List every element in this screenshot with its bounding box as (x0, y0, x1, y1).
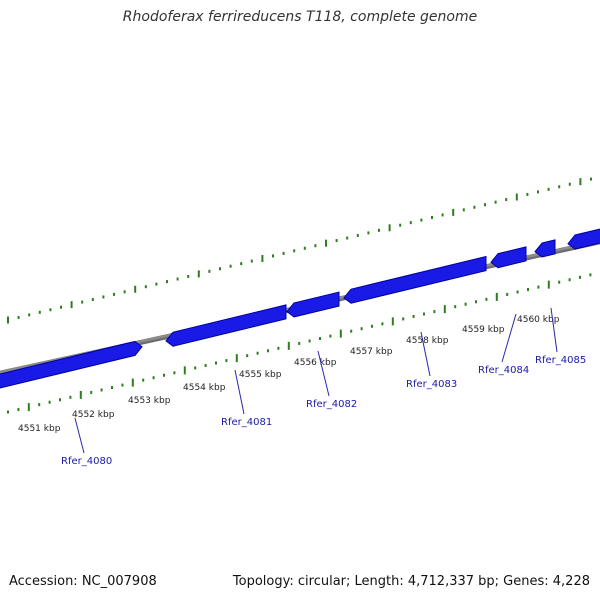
gene-arrow (286, 291, 340, 318)
gene-arrow (0, 340, 143, 389)
scale-label: 4559 kbp (462, 325, 505, 335)
gene-label: Rfer_4080 (61, 456, 112, 467)
gene-label: Rfer_4084 (478, 365, 529, 376)
genome-summary-text: Topology: circular; Length: 4,712,337 bp… (232, 574, 590, 589)
scale-label: 4555 kbp (239, 370, 282, 380)
gene-arrow (490, 246, 527, 269)
gene-arrow (343, 255, 487, 304)
gene-label-leaders (74, 307, 558, 454)
scale-label: 4554 kbp (183, 383, 226, 393)
gene-leader-line (234, 369, 245, 415)
scale-label: 4556 kbp (294, 358, 337, 368)
gene-arrow (165, 304, 287, 347)
map-title: Rhodoferax ferrireducens T118, complete … (122, 9, 478, 25)
scale-label: 4558 kbp (406, 336, 449, 346)
gene-label: Rfer_4082 (306, 399, 357, 410)
gene-leader-line (74, 417, 85, 454)
gene-label: Rfer_4083 (406, 379, 457, 390)
gene-leader-line (501, 313, 517, 363)
scale-label: 4551 kbp (18, 424, 61, 434)
inner-tick-ring (7, 273, 592, 414)
outer-tick-ring (7, 177, 592, 324)
gene-label: Rfer_4081 (221, 417, 272, 428)
scale-label: 4553 kbp (128, 396, 171, 406)
gene-arrow (567, 228, 600, 250)
gene-leader-line (317, 350, 330, 397)
scale-label: 4560 kbp (517, 315, 560, 325)
gene-leader-line (420, 331, 431, 377)
scale-label: 4557 kbp (350, 347, 393, 357)
gene-track (0, 228, 600, 389)
scale-labels: 4551 kbp 4552 kbp 4553 kbp 4554 kbp 4555 kbp… (18, 315, 560, 434)
gene-label: Rfer_4085 (535, 355, 586, 366)
scale-label: 4552 kbp (72, 410, 115, 420)
accession-text: Accession: NC_007908 (9, 574, 157, 589)
gene-labels: Rfer_4080 Rfer_4081 Rfer_4082 Rfer_4083 Rfer… (61, 355, 586, 467)
gene-arrow (534, 239, 556, 258)
gene-leader-line (550, 307, 558, 353)
